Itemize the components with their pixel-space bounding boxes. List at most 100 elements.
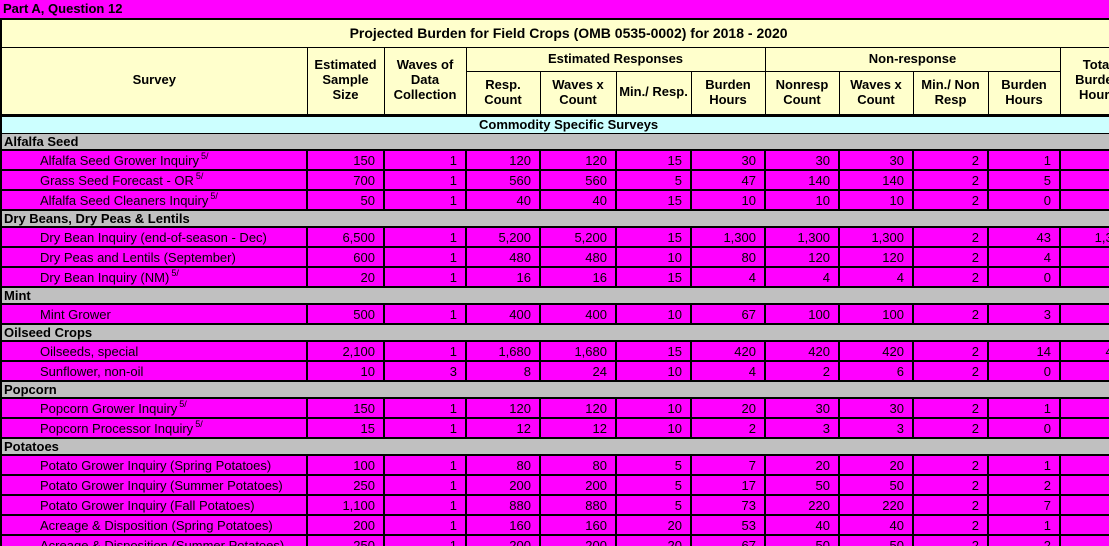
value-cell[interactable]: 5,200 (465, 226, 541, 248)
value-cell[interactable]: 1 (987, 397, 1061, 419)
value-cell[interactable]: 120 (465, 149, 541, 171)
value-cell[interactable]: 2 (690, 417, 766, 439)
value-cell[interactable]: 20 (838, 454, 914, 476)
value-cell[interactable]: 1 (383, 149, 467, 171)
value-cell[interactable]: 73 (690, 494, 766, 516)
value-cell[interactable]: 4 (987, 246, 1061, 268)
survey-name-cell[interactable]: Alfalfa Seed Grower Inquiry 5/ (0, 149, 308, 171)
value-cell[interactable] (1058, 303, 1109, 325)
value-cell[interactable]: 434 (1058, 340, 1109, 362)
value-cell[interactable] (1058, 397, 1109, 419)
value-cell[interactable]: 3 (383, 360, 467, 382)
value-cell[interactable]: 1 (987, 149, 1061, 171)
value-cell[interactable]: 4 (838, 266, 914, 288)
survey-name-cell[interactable]: Grass Seed Forecast - OR 5/ (0, 169, 308, 191)
value-cell[interactable]: 1,680 (465, 340, 541, 362)
value-cell[interactable]: 1 (383, 226, 467, 248)
value-cell[interactable]: 400 (465, 303, 541, 325)
value-cell[interactable]: 480 (465, 246, 541, 268)
value-cell[interactable]: 1 (383, 303, 467, 325)
value-cell[interactable]: 20 (690, 397, 766, 419)
survey-name-cell[interactable]: Dry Peas and Lentils (September) (0, 246, 308, 268)
value-cell[interactable]: 12 (465, 417, 541, 439)
survey-name-cell[interactable]: Dry Bean Inquiry (end-of-season - Dec) (0, 226, 308, 248)
value-cell[interactable]: 120 (539, 397, 617, 419)
value-cell[interactable]: 500 (306, 303, 385, 325)
value-cell[interactable]: 14 (987, 340, 1061, 362)
value-cell[interactable]: 47 (690, 169, 766, 191)
value-cell[interactable]: 1 (383, 246, 467, 268)
value-cell[interactable]: 150 (306, 397, 385, 419)
value-cell[interactable]: 10 (306, 360, 385, 382)
value-cell[interactable]: 1,300 (690, 226, 766, 248)
value-cell[interactable] (1058, 169, 1109, 191)
value-cell[interactable]: 40 (465, 189, 541, 211)
value-cell[interactable] (1058, 514, 1109, 536)
value-cell[interactable]: 40 (838, 514, 914, 536)
value-cell[interactable]: 1,343 (1058, 226, 1109, 248)
value-cell[interactable] (1058, 474, 1109, 496)
value-cell[interactable]: 2 (912, 266, 989, 288)
value-cell[interactable]: 4 (764, 266, 840, 288)
value-cell[interactable]: 200 (539, 474, 617, 496)
value-cell[interactable]: 1 (383, 494, 467, 516)
value-cell[interactable]: 10 (615, 360, 692, 382)
value-cell[interactable]: 2 (912, 303, 989, 325)
value-cell[interactable]: 200 (306, 514, 385, 536)
value-cell[interactable]: 1,300 (838, 226, 914, 248)
value-cell[interactable] (1058, 149, 1109, 171)
value-cell[interactable]: 10 (615, 303, 692, 325)
value-cell[interactable]: 1 (383, 474, 467, 496)
value-cell[interactable]: 2 (912, 246, 989, 268)
value-cell[interactable]: 5 (615, 169, 692, 191)
value-cell[interactable]: 50 (838, 474, 914, 496)
value-cell[interactable] (1058, 360, 1109, 382)
value-cell[interactable]: 7 (987, 494, 1061, 516)
value-cell[interactable]: 120 (838, 246, 914, 268)
value-cell[interactable]: 100 (306, 454, 385, 476)
value-cell[interactable]: 1 (987, 514, 1061, 536)
value-cell[interactable]: 700 (306, 169, 385, 191)
value-cell[interactable]: 100 (838, 303, 914, 325)
value-cell[interactable]: 10 (838, 189, 914, 211)
value-cell[interactable]: 4 (690, 266, 766, 288)
value-cell[interactable]: 2,100 (306, 340, 385, 362)
value-cell[interactable]: 1,680 (539, 340, 617, 362)
value-cell[interactable] (1058, 454, 1109, 476)
survey-name-cell[interactable]: Popcorn Processor Inquiry 5/ (0, 417, 308, 439)
value-cell[interactable]: 50 (764, 474, 840, 496)
value-cell[interactable]: 2 (912, 474, 989, 496)
value-cell[interactable]: 1 (987, 454, 1061, 476)
value-cell[interactable]: 30 (690, 149, 766, 171)
survey-name-cell[interactable]: Sunflower, non-oil (0, 360, 308, 382)
value-cell[interactable]: 20 (615, 514, 692, 536)
value-cell[interactable]: 10 (690, 189, 766, 211)
value-cell[interactable]: 16 (539, 266, 617, 288)
value-cell[interactable]: 4 (690, 360, 766, 382)
value-cell[interactable]: 10 (615, 397, 692, 419)
value-cell[interactable]: 560 (465, 169, 541, 191)
value-cell[interactable]: 0 (987, 266, 1061, 288)
value-cell[interactable]: 2 (912, 149, 989, 171)
value-cell[interactable]: 20 (764, 454, 840, 476)
value-cell[interactable]: 8 (465, 360, 541, 382)
value-cell[interactable]: 1 (383, 454, 467, 476)
value-cell[interactable]: 420 (838, 340, 914, 362)
value-cell[interactable]: 400 (539, 303, 617, 325)
value-cell[interactable]: 200 (465, 534, 541, 546)
value-cell[interactable] (1058, 246, 1109, 268)
value-cell[interactable]: 3 (764, 417, 840, 439)
value-cell[interactable]: 1,300 (764, 226, 840, 248)
value-cell[interactable]: 12 (539, 417, 617, 439)
value-cell[interactable]: 1 (383, 397, 467, 419)
value-cell[interactable]: 420 (764, 340, 840, 362)
value-cell[interactable]: 30 (764, 397, 840, 419)
value-cell[interactable]: 2 (764, 360, 840, 382)
value-cell[interactable]: 140 (764, 169, 840, 191)
value-cell[interactable]: 50 (764, 534, 840, 546)
value-cell[interactable]: 24 (539, 360, 617, 382)
value-cell[interactable]: 1 (383, 340, 467, 362)
value-cell[interactable]: 250 (306, 474, 385, 496)
value-cell[interactable]: 220 (838, 494, 914, 516)
value-cell[interactable]: 6 (838, 360, 914, 382)
